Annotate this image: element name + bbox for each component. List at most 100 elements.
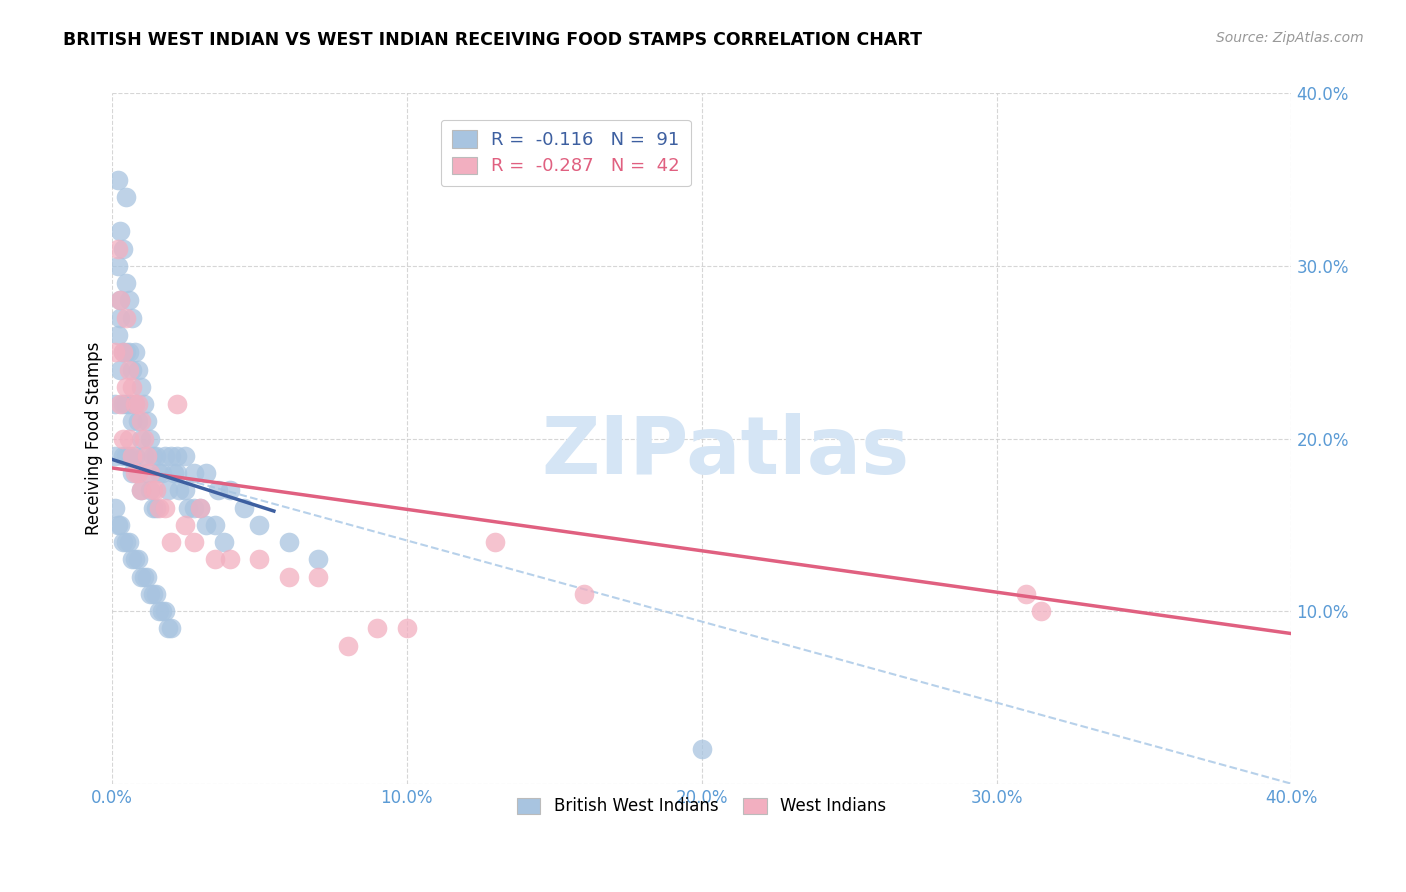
Point — [145, 587, 167, 601]
Point — [110, 397, 132, 411]
Point — [110, 224, 132, 238]
Point — [118, 449, 141, 463]
Point — [132, 432, 155, 446]
Point — [132, 397, 155, 411]
Point — [159, 621, 181, 635]
Point — [121, 449, 143, 463]
Point — [148, 604, 170, 618]
Point — [103, 500, 125, 515]
Point — [139, 483, 162, 498]
Point — [218, 483, 240, 498]
Legend: British West Indians, West Indians: British West Indians, West Indians — [509, 789, 894, 823]
Point — [115, 277, 138, 291]
Point — [121, 362, 143, 376]
Point — [153, 604, 176, 618]
Point — [118, 432, 141, 446]
Point — [127, 397, 149, 411]
Point — [136, 414, 159, 428]
Point — [204, 552, 226, 566]
Point — [124, 552, 146, 566]
Point — [145, 449, 167, 463]
Point — [139, 587, 162, 601]
Point — [336, 639, 359, 653]
Point — [115, 345, 138, 359]
Point — [166, 466, 188, 480]
Point — [115, 449, 138, 463]
Point — [188, 500, 211, 515]
Point — [121, 552, 143, 566]
Point — [132, 569, 155, 583]
Point — [112, 242, 135, 256]
Point — [153, 449, 176, 463]
Point — [148, 500, 170, 515]
Point — [277, 535, 299, 549]
Point — [572, 587, 595, 601]
Point — [142, 587, 165, 601]
Point — [121, 310, 143, 325]
Point — [307, 552, 329, 566]
Point — [110, 310, 132, 325]
Point — [166, 397, 188, 411]
Point — [127, 362, 149, 376]
Point — [136, 449, 159, 463]
Point — [142, 483, 165, 498]
Point — [112, 432, 135, 446]
Point — [166, 449, 188, 463]
Point — [127, 466, 149, 480]
Point — [112, 535, 135, 549]
Point — [277, 569, 299, 583]
Point — [1015, 587, 1038, 601]
Point — [112, 345, 135, 359]
Point — [142, 500, 165, 515]
Point — [247, 552, 270, 566]
Point — [150, 466, 173, 480]
Point — [183, 535, 205, 549]
Point — [110, 362, 132, 376]
Point — [484, 535, 506, 549]
Point — [124, 449, 146, 463]
Point — [233, 500, 256, 515]
Point — [218, 552, 240, 566]
Point — [142, 449, 165, 463]
Point — [124, 466, 146, 480]
Point — [307, 569, 329, 583]
Point — [112, 397, 135, 411]
Point — [107, 328, 129, 343]
Point — [159, 449, 181, 463]
Point — [121, 380, 143, 394]
Point — [129, 414, 152, 428]
Point — [110, 517, 132, 532]
Point — [204, 517, 226, 532]
Point — [174, 517, 197, 532]
Point — [129, 432, 152, 446]
Point — [148, 466, 170, 480]
Point — [107, 242, 129, 256]
Point — [127, 414, 149, 428]
Point — [159, 535, 181, 549]
Point — [103, 397, 125, 411]
Point — [129, 380, 152, 394]
Text: Source: ZipAtlas.com: Source: ZipAtlas.com — [1216, 31, 1364, 45]
Point — [110, 293, 132, 308]
Point — [132, 449, 155, 463]
Point — [174, 449, 197, 463]
Point — [195, 517, 218, 532]
Point — [177, 500, 200, 515]
Point — [129, 483, 152, 498]
Point — [107, 517, 129, 532]
Point — [124, 397, 146, 411]
Point — [195, 466, 218, 480]
Point — [124, 397, 146, 411]
Point — [188, 500, 211, 515]
Point — [121, 414, 143, 428]
Point — [129, 569, 152, 583]
Point — [103, 449, 125, 463]
Point — [124, 345, 146, 359]
Point — [247, 517, 270, 532]
Point — [107, 172, 129, 186]
Point — [156, 621, 179, 635]
Point — [115, 535, 138, 549]
Point — [150, 604, 173, 618]
Point — [121, 466, 143, 480]
Point — [127, 466, 149, 480]
